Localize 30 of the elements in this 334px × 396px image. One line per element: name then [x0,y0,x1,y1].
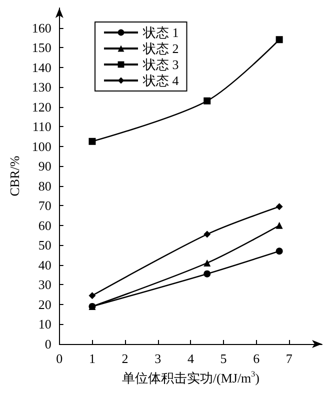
y-tick-label: 150 [32,40,52,56]
x-tick-label: 0 [56,351,63,366]
y-tick-label: 80 [38,178,52,194]
y-tick-label: 110 [32,119,52,134]
x-tick-label: 1 [88,351,96,366]
x-tick-label: 6 [253,351,260,366]
x-tick-label: 4 [187,351,194,366]
y-tick-label: 130 [32,80,52,95]
x-tick-label: 3 [154,351,162,366]
x-tick-label: 2 [122,351,128,366]
y-tick-label: 0 [44,336,52,352]
x-tick-label: 7 [286,351,293,366]
y-tick-label: 100 [32,138,52,154]
y-tick-label: 160 [32,20,52,36]
x-tick-label: 5 [220,351,227,366]
y-tick-label: 10 [38,316,52,332]
y-tick-label: 40 [38,257,52,272]
y-tick-label: 60 [38,218,52,233]
y-tick-label: 20 [38,296,52,312]
y-tick-label: 30 [38,277,52,292]
y-tick-label: 90 [38,158,52,174]
y-tick-label: 50 [38,238,52,253]
legend-label: 状态 2 [142,41,179,56]
legend-label: 状态 4 [142,73,180,88]
y-tick-label: 120 [32,99,52,114]
legend-label: 状态 1 [142,25,179,40]
y-tick-label: 70 [38,198,52,214]
y-axis-title: CBR/% [7,156,22,196]
y-tick-label: 140 [32,60,52,75]
legend-label: 状态 3 [142,57,179,72]
